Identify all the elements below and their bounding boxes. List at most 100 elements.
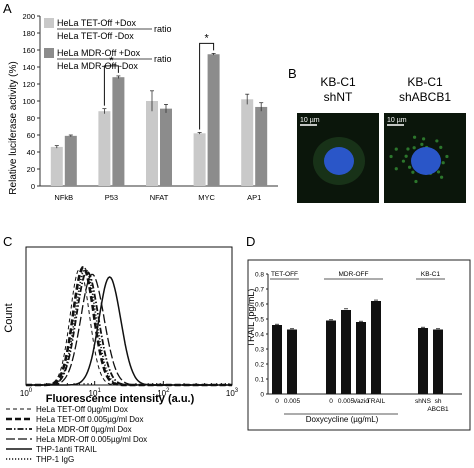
a-bar <box>207 54 220 186</box>
d-y-tick-label: 0.5 <box>255 317 264 324</box>
b-gfp-speckle <box>394 147 398 151</box>
c-legend-label: THP-1anti TRAIL <box>36 445 97 454</box>
d-group-label: MDR-OFF <box>339 271 369 278</box>
c-legend-label: HeLa TET-Off 0.005µg/ml Dox <box>36 415 143 424</box>
c-x-tick-label: 101 <box>89 388 102 398</box>
a-legend-top: HeLa MDR-Off +Dox <box>57 48 141 58</box>
b-image-title: KB-C1 <box>407 75 443 89</box>
c-plot-frame <box>25 246 233 386</box>
a-y-tick-label: 80 <box>27 114 35 123</box>
d-bar <box>433 329 443 394</box>
a-bar <box>112 77 125 186</box>
a-significance-star: * <box>204 32 209 44</box>
a-legend-bottom: HeLa MDR-Off -Dox <box>57 61 138 71</box>
panel-a-legend: HeLa TET-Off +Dox HeLa TET-Off -Dox ratio H… <box>44 18 172 71</box>
b-gfp-speckle <box>404 154 408 158</box>
b-gfp-speckle <box>439 175 444 179</box>
d-panel-frame <box>247 259 471 431</box>
d-x-tick-label: ABCB1 <box>427 406 449 413</box>
c-histogram-line <box>26 276 232 386</box>
b-image-subtitle: shNT <box>324 90 353 104</box>
d-x-tick-label: TRAIL <box>367 398 386 405</box>
c-x-tick-label: 103 <box>226 388 239 398</box>
d-x-tick-label: sh <box>435 398 442 405</box>
b-gfp-speckle <box>411 170 415 174</box>
b-gfp-speckle <box>420 142 424 147</box>
a-significance-star: * <box>109 55 114 67</box>
d-x-tick-label: Vazio <box>353 398 369 405</box>
d-bar <box>341 310 351 394</box>
d-y-tick-label: 0.6 <box>255 302 264 309</box>
b-gfp-speckle <box>435 139 439 143</box>
a-x-tick-label: AP1 <box>247 193 261 202</box>
d-y-tick-label: 0.2 <box>255 362 264 369</box>
a-significance-bracket <box>199 42 215 130</box>
d-bar <box>272 325 282 394</box>
panel-a-bar-chart: Relative luciferase activity (%) 0 20 40 60… <box>8 12 278 202</box>
panel-d-ylabel: TRAIL (pg/mL) <box>246 289 256 348</box>
b-nucleus <box>324 147 354 175</box>
panel-c-xlabel: Fluorescence intensity (a.u.) <box>46 393 195 405</box>
a-legend-top: HeLa TET-Off +Dox <box>57 18 136 28</box>
a-y-tick-label: 160 <box>22 46 35 55</box>
panel-a-bars: ** <box>50 32 268 186</box>
panel-label-d: D <box>246 234 255 249</box>
a-y-tick-label: 140 <box>22 63 35 72</box>
b-gfp-speckle <box>445 154 449 159</box>
c-legend-label: HeLa TET-Off 0µg/ml Dox <box>36 405 128 414</box>
b-scale-label: 10 µm <box>387 117 407 124</box>
a-y-tick-label: 20 <box>27 165 35 174</box>
panel-d-bar-chart: TRAIL (pg/mL) Doxycycline (µg/mL) 0 0.1 0.… <box>246 259 471 431</box>
c-legend-label: HeLa MDR-Off 0µg/ml Dox <box>36 425 132 434</box>
panel-a-axes: 0 20 40 60 80 100 120 140 160 180 200 NFkB P53 NFAT MY… <box>22 12 278 202</box>
a-y-tick-label: 120 <box>22 80 35 89</box>
a-y-tick-label: 0 <box>31 182 35 191</box>
a-y-tick-label: 40 <box>27 148 35 157</box>
d-y-tick-label: 0.3 <box>255 347 264 354</box>
a-legend-suffix: ratio <box>154 54 172 64</box>
c-legend-label: HeLa MDR-Off 0.005µg/ml Dox <box>36 435 147 444</box>
d-x-tick-label: shNS <box>415 398 432 405</box>
b-gfp-speckle <box>422 137 426 141</box>
a-y-tick-label: 60 <box>27 131 35 140</box>
c-histogram-line <box>26 270 232 386</box>
b-gfp-speckle <box>412 135 417 139</box>
b-image-title: KB-C1 <box>320 75 356 89</box>
a-legend-bottom: HeLa TET-Off -Dox <box>57 31 134 41</box>
c-legend-label: THP-1 IgG <box>36 455 74 464</box>
a-y-tick-label: 100 <box>22 97 35 106</box>
a-x-tick-label: P53 <box>105 193 118 202</box>
b-gfp-speckle <box>401 159 406 163</box>
b-scale-label: 10 µm <box>300 117 320 124</box>
b-gfp-speckle <box>412 146 416 150</box>
a-bar <box>241 99 254 186</box>
d-bar <box>418 328 428 394</box>
panel-label-c: C <box>3 234 12 249</box>
a-bar <box>146 101 158 186</box>
b-gfp-speckle <box>414 179 418 184</box>
b-image-subtitle: shABCB1 <box>399 90 451 104</box>
c-histogram-line <box>26 267 232 386</box>
d-group-label: TET-OFF <box>271 271 298 278</box>
a-bar <box>160 108 172 186</box>
b-gfp-speckle <box>439 145 443 149</box>
a-legend-swatch <box>44 48 54 58</box>
d-bar <box>371 301 381 394</box>
panel-label-b: B <box>288 66 297 81</box>
b-gfp-speckle <box>436 170 441 174</box>
panel-c-flow-histogram: Count Fluorescence intensity (a.u.) 100 1… <box>3 246 239 464</box>
d-x-tick-label: 0 <box>275 398 279 405</box>
a-x-tick-label: MYC <box>198 193 215 202</box>
a-y-tick-label: 200 <box>22 12 35 21</box>
d-y-tick-label: 0.7 <box>255 287 264 294</box>
d-y-tick-label: 0.1 <box>255 377 264 384</box>
b-gfp-speckle <box>441 161 445 165</box>
c-histogram-line <box>26 268 232 386</box>
b-gfp-speckle <box>407 165 412 169</box>
d-group-label: KB-C1 <box>421 271 441 278</box>
b-gfp-speckle <box>406 147 410 151</box>
panel-d-xaxis-label: Doxycycline (µg/mL) <box>306 415 379 424</box>
